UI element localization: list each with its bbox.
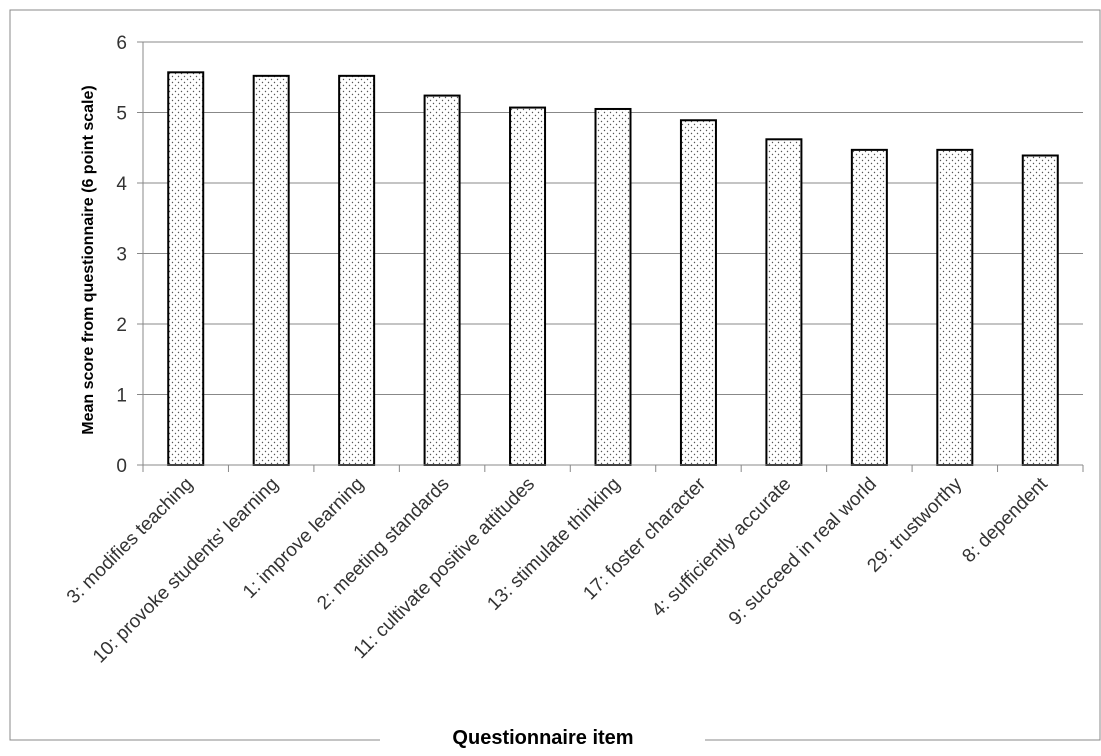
y-tick-label: 3: [116, 245, 127, 266]
x-tick-label: 9: succeed in real world: [725, 474, 881, 630]
x-tick-label: 10: provoke students' learning: [89, 474, 283, 668]
bar: [509, 106, 547, 466]
y-tick-label: 1: [116, 386, 127, 407]
bar: [252, 74, 290, 466]
bar: [423, 94, 461, 467]
x-axis-title: Questionnaire item: [452, 727, 633, 749]
bar: [765, 138, 803, 466]
bar: [1021, 154, 1059, 466]
bar: [850, 148, 888, 467]
bar: [936, 148, 974, 467]
x-title-backdrop: [380, 724, 705, 750]
bar: [679, 119, 717, 466]
bar: [338, 74, 376, 466]
x-tick-label: 4: sufficiently accurate: [648, 474, 796, 622]
x-tick-label: 11: cultivate positive attitudes: [350, 474, 539, 663]
y-tick-label: 4: [116, 174, 127, 195]
y-axis-title: Mean score from questionnaire (6 point s…: [80, 85, 97, 434]
x-tick-label: 8: dependent: [959, 473, 1053, 567]
y-tick-label: 2: [116, 315, 127, 336]
bar: [167, 71, 205, 466]
y-tick-label: 0: [116, 456, 127, 477]
y-tick-label: 6: [116, 33, 127, 54]
bar: [594, 107, 632, 466]
y-tick-label: 5: [116, 104, 127, 125]
